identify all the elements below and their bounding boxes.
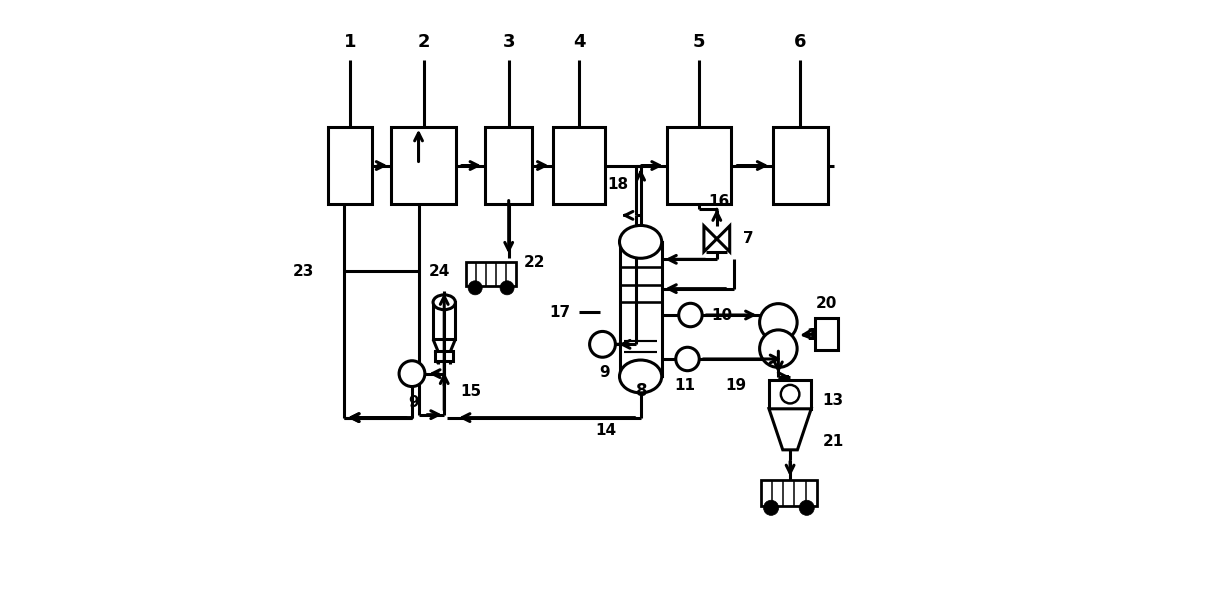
Ellipse shape (619, 360, 662, 393)
Text: 13: 13 (822, 392, 844, 408)
Text: 8: 8 (636, 382, 647, 400)
Circle shape (799, 500, 815, 515)
Text: 15: 15 (460, 383, 482, 399)
Text: 20: 20 (816, 296, 837, 311)
Bar (769, 379, 811, 409)
Text: 1: 1 (343, 34, 357, 51)
Ellipse shape (433, 295, 455, 310)
Text: 18: 18 (607, 177, 629, 192)
Circle shape (759, 330, 798, 368)
Text: 7: 7 (743, 231, 754, 246)
Text: 2: 2 (417, 34, 430, 51)
Circle shape (589, 332, 616, 357)
Circle shape (678, 303, 703, 327)
Circle shape (399, 360, 425, 386)
Text: 16: 16 (709, 194, 729, 209)
Bar (435, 352, 453, 361)
Text: 24: 24 (429, 263, 451, 279)
Text: 17: 17 (549, 305, 570, 320)
Bar (762, 481, 817, 505)
Circle shape (468, 281, 482, 295)
Bar (668, 127, 731, 204)
Text: 9: 9 (599, 365, 610, 380)
Bar (553, 127, 605, 204)
Text: 19: 19 (725, 378, 747, 393)
Text: 3: 3 (502, 34, 515, 51)
Bar (466, 262, 516, 286)
Text: 10: 10 (711, 307, 733, 323)
Bar (619, 242, 662, 376)
Text: 6: 6 (794, 34, 806, 51)
Text: 14: 14 (595, 423, 616, 438)
Polygon shape (769, 409, 811, 450)
Bar (815, 318, 839, 350)
Text: 4: 4 (572, 34, 586, 51)
Text: 9: 9 (407, 395, 418, 411)
Circle shape (781, 385, 799, 403)
Text: 21: 21 (822, 434, 844, 449)
Circle shape (500, 281, 515, 295)
Bar (392, 127, 455, 204)
Bar (328, 127, 372, 204)
Text: 11: 11 (674, 378, 695, 393)
Text: 5: 5 (693, 34, 705, 51)
Text: 23: 23 (293, 263, 315, 279)
Bar (772, 127, 828, 204)
Circle shape (759, 304, 798, 341)
Circle shape (676, 348, 699, 370)
Bar (433, 302, 455, 339)
Ellipse shape (619, 226, 662, 258)
Bar (486, 127, 533, 204)
Text: 22: 22 (523, 255, 545, 270)
Polygon shape (704, 226, 730, 252)
Text: 12: 12 (806, 328, 828, 343)
Circle shape (764, 500, 778, 515)
